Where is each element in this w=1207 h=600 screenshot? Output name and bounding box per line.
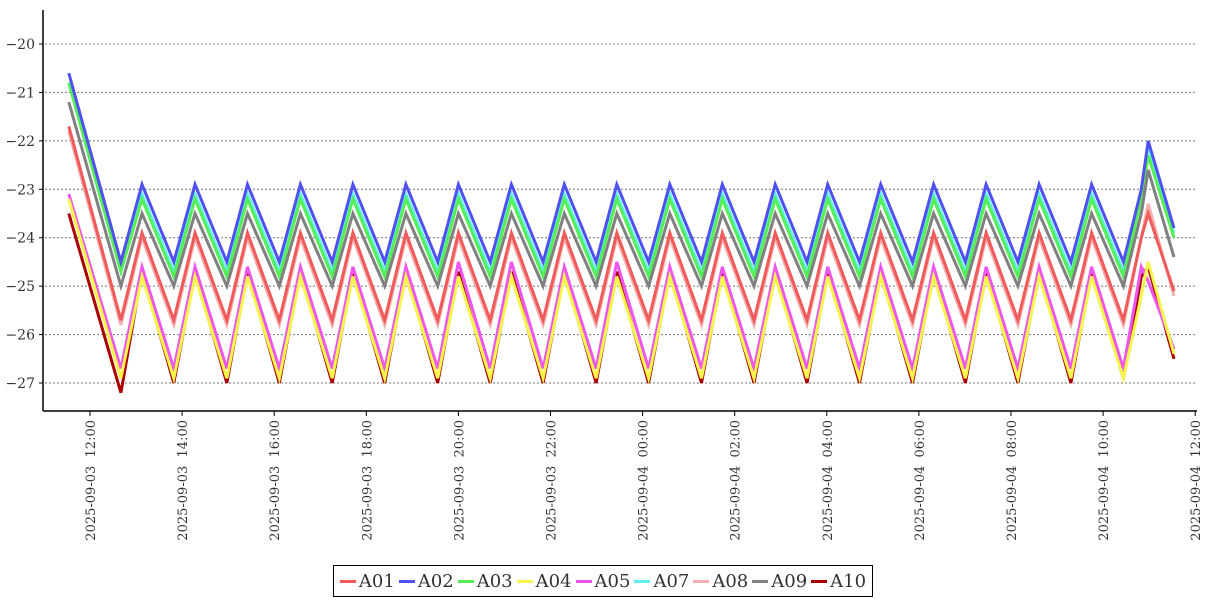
- grid-lines: [45, 43, 1195, 384]
- x-tick-label: 2025-09-03 20:00: [452, 420, 467, 541]
- legend-swatch: [516, 579, 533, 583]
- series-line-a01: [67, 125, 1176, 326]
- series-line-a04: [67, 198, 1176, 385]
- legend-swatch: [339, 579, 356, 583]
- legend-item-a01[interactable]: A01: [339, 570, 395, 592]
- y-tick-label: −25: [5, 279, 35, 295]
- legend-swatch: [575, 579, 592, 583]
- legend-label: A07: [653, 570, 690, 592]
- legend-swatch: [634, 579, 651, 583]
- legend-item-a03[interactable]: A03: [457, 570, 513, 592]
- legend-label: A09: [771, 570, 808, 592]
- x-tick-label: 2025-09-04 06:00: [913, 420, 928, 541]
- x-tick-label: 2025-09-04 10:00: [1097, 420, 1112, 541]
- x-tick-label: 2025-09-03 22:00: [545, 420, 560, 541]
- legend-swatch: [398, 579, 415, 583]
- series-line-a03: [67, 82, 1176, 282]
- y-axis-ticks: −20 −21 −22 −23 −24 −25 −26 −27: [5, 37, 43, 392]
- y-tick-label: −27: [5, 376, 35, 392]
- legend-item-a05[interactable]: A05: [575, 570, 631, 592]
- x-tick-label: 2025-09-04 08:00: [1005, 420, 1020, 541]
- legend-item-a09[interactable]: A09: [752, 571, 807, 592]
- series-line-a05: [67, 193, 1176, 375]
- legend-swatch: [811, 579, 828, 583]
- x-tick-label: 2025-09-04 00:00: [637, 420, 652, 541]
- legend-swatch: [457, 579, 474, 583]
- legend-label: A03: [476, 570, 513, 592]
- legend-item-a07[interactable]: A07: [634, 571, 689, 592]
- series-line-a08: [67, 130, 1176, 331]
- legend-label: A02: [417, 570, 454, 592]
- x-tick-label: 2025-09-03 14:00: [176, 420, 191, 541]
- y-tick-label: −23: [5, 182, 35, 198]
- legend-swatch: [752, 579, 769, 583]
- legend-item-a08[interactable]: A08: [693, 571, 748, 592]
- legend-label: A04: [535, 570, 572, 592]
- y-tick-label: −20: [5, 37, 35, 53]
- series-lines: [67, 72, 1176, 394]
- legend-item-a02[interactable]: A02: [398, 570, 454, 592]
- x-tick-label: 2025-09-03 16:00: [268, 420, 283, 541]
- legend-item-a10[interactable]: A10: [811, 571, 866, 592]
- legend-label: A08: [712, 570, 749, 592]
- y-tick-label: −24: [5, 231, 35, 247]
- x-tick-label: 2025-09-04 02:00: [729, 420, 744, 541]
- y-tick-label: −22: [5, 134, 35, 150]
- y-tick-label: −21: [5, 85, 35, 101]
- x-tick-label: 2025-09-03 18:00: [360, 420, 375, 541]
- legend-label: A01: [358, 570, 395, 592]
- legend-swatch: [693, 579, 710, 583]
- legend: A01 A02 A03 A04 A05 A07 A08 A09 A10: [333, 565, 873, 597]
- series-line-a09: [67, 101, 1176, 292]
- legend-label: A05: [594, 570, 631, 592]
- x-axis-ticks: 2025-09-03 12:00 2025-09-03 14:00 2025-09-…: [84, 411, 1204, 541]
- x-tick-label: 2025-09-04 04:00: [821, 420, 836, 541]
- legend-label: A10: [830, 570, 867, 592]
- series-line-a02: [67, 72, 1176, 268]
- x-tick-label: 2025-09-03 12:00: [84, 420, 99, 541]
- legend-item-a04[interactable]: A04: [516, 570, 572, 592]
- y-tick-label: −26: [5, 328, 35, 344]
- x-tick-label: 2025-09-04 12:00: [1189, 420, 1204, 541]
